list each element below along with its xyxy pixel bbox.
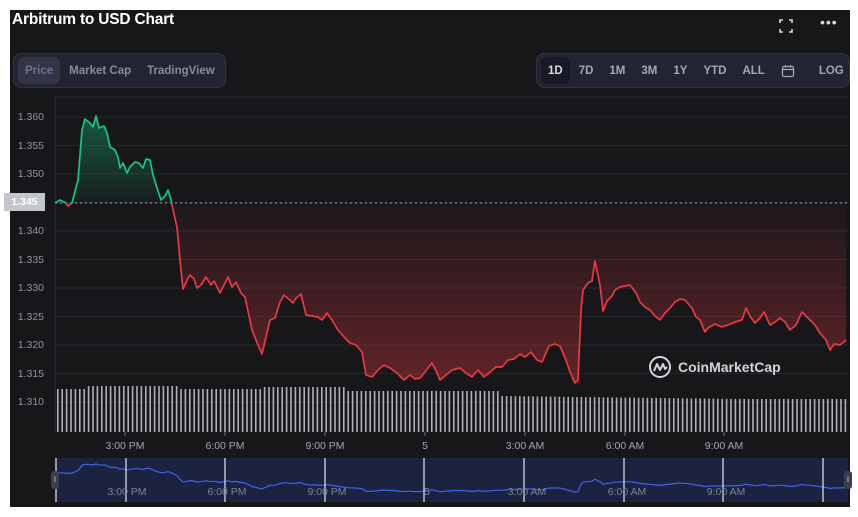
navigator-x-tick-label: 5 (424, 486, 430, 498)
range-ytd[interactable]: YTD (703, 64, 727, 77)
navigator-x-tick-label: 3:00 AM (507, 486, 547, 498)
tab-tradingview[interactable]: TradingView (147, 64, 215, 77)
navigator-window[interactable] (55, 458, 848, 502)
more-horizontal-icon: ••• (820, 14, 838, 30)
y-tick-label: 1.325 (17, 310, 44, 323)
navigator-x-tick-label: 9:00 AM (706, 486, 746, 498)
y-tick-label: 1.355 (17, 139, 44, 152)
y-tick-label: 1.350 (17, 168, 44, 180)
coinmarketcap-logo-icon (649, 356, 671, 378)
y-tick-label: 1.360 (17, 111, 44, 123)
x-tick-marks (124, 432, 725, 436)
area-fills (55, 116, 846, 383)
navigator-x-tick-label: 6:00 AM (607, 486, 647, 498)
range-3m[interactable]: 3M (641, 64, 658, 77)
x-tick-label: 3:00 AM (505, 440, 545, 452)
chart-type-tabs: Price Market Cap TradingView (13, 53, 226, 88)
navigator-right-handle[interactable]: ll (844, 471, 852, 489)
fullscreen-button[interactable] (778, 18, 794, 39)
watermark-text: CoinMarketCap (678, 359, 781, 375)
range-1m[interactable]: 1M (609, 64, 626, 77)
y-tick-label: 1.330 (17, 282, 44, 294)
range-all[interactable]: ALL (742, 64, 765, 77)
tab-market-cap[interactable]: Market Cap (69, 64, 132, 77)
navigator-x-tick-label: 3:00 PM (107, 486, 147, 498)
navigator-x-tick-label: 9:00 PM (307, 486, 347, 498)
y-tick-label: 1.310 (17, 396, 44, 408)
volume-bars (57, 386, 847, 432)
time-range-selector: 1D 7D 1M 3M 1Y YTD ALL LOG (536, 53, 850, 88)
tab-price[interactable]: Price (18, 57, 61, 84)
log-scale-toggle[interactable]: LOG (818, 64, 844, 77)
navigator-x-tick-label: 6:00 PM (207, 486, 247, 498)
coinmarketcap-watermark: CoinMarketCap (648, 355, 781, 379)
y-tick-label: 1.340 (17, 225, 44, 237)
more-options-button[interactable]: ••• (820, 14, 838, 30)
x-tick-label: 6:00 AM (605, 440, 645, 452)
x-tick-label: 9:00 PM (305, 440, 345, 452)
x-tick-label: 3:00 PM (105, 440, 145, 452)
x-tick-label: 6:00 PM (205, 440, 245, 452)
navigator-line (54, 463, 847, 493)
date-range-button[interactable] (774, 57, 802, 84)
range-1d[interactable]: 1D (541, 57, 570, 84)
expand-icon (779, 19, 793, 33)
navigator-left-handle[interactable]: ll (51, 471, 59, 489)
y-tick-label: 1.315 (17, 367, 44, 380)
y-tick-label: 1.320 (17, 339, 44, 351)
x-tick-label: 5 (422, 440, 428, 452)
y-tick-label: 1.335 (17, 253, 44, 266)
chart-title: Arbitrum to USD Chart (12, 11, 174, 28)
range-7d[interactable]: 7D (578, 64, 594, 77)
price-line (55, 115, 847, 384)
x-tick-label: 9:00 AM (704, 440, 744, 452)
current-price-tag: 1.345 (4, 193, 45, 211)
calendar-icon (781, 64, 794, 77)
range-1y[interactable]: 1Y (673, 64, 688, 77)
